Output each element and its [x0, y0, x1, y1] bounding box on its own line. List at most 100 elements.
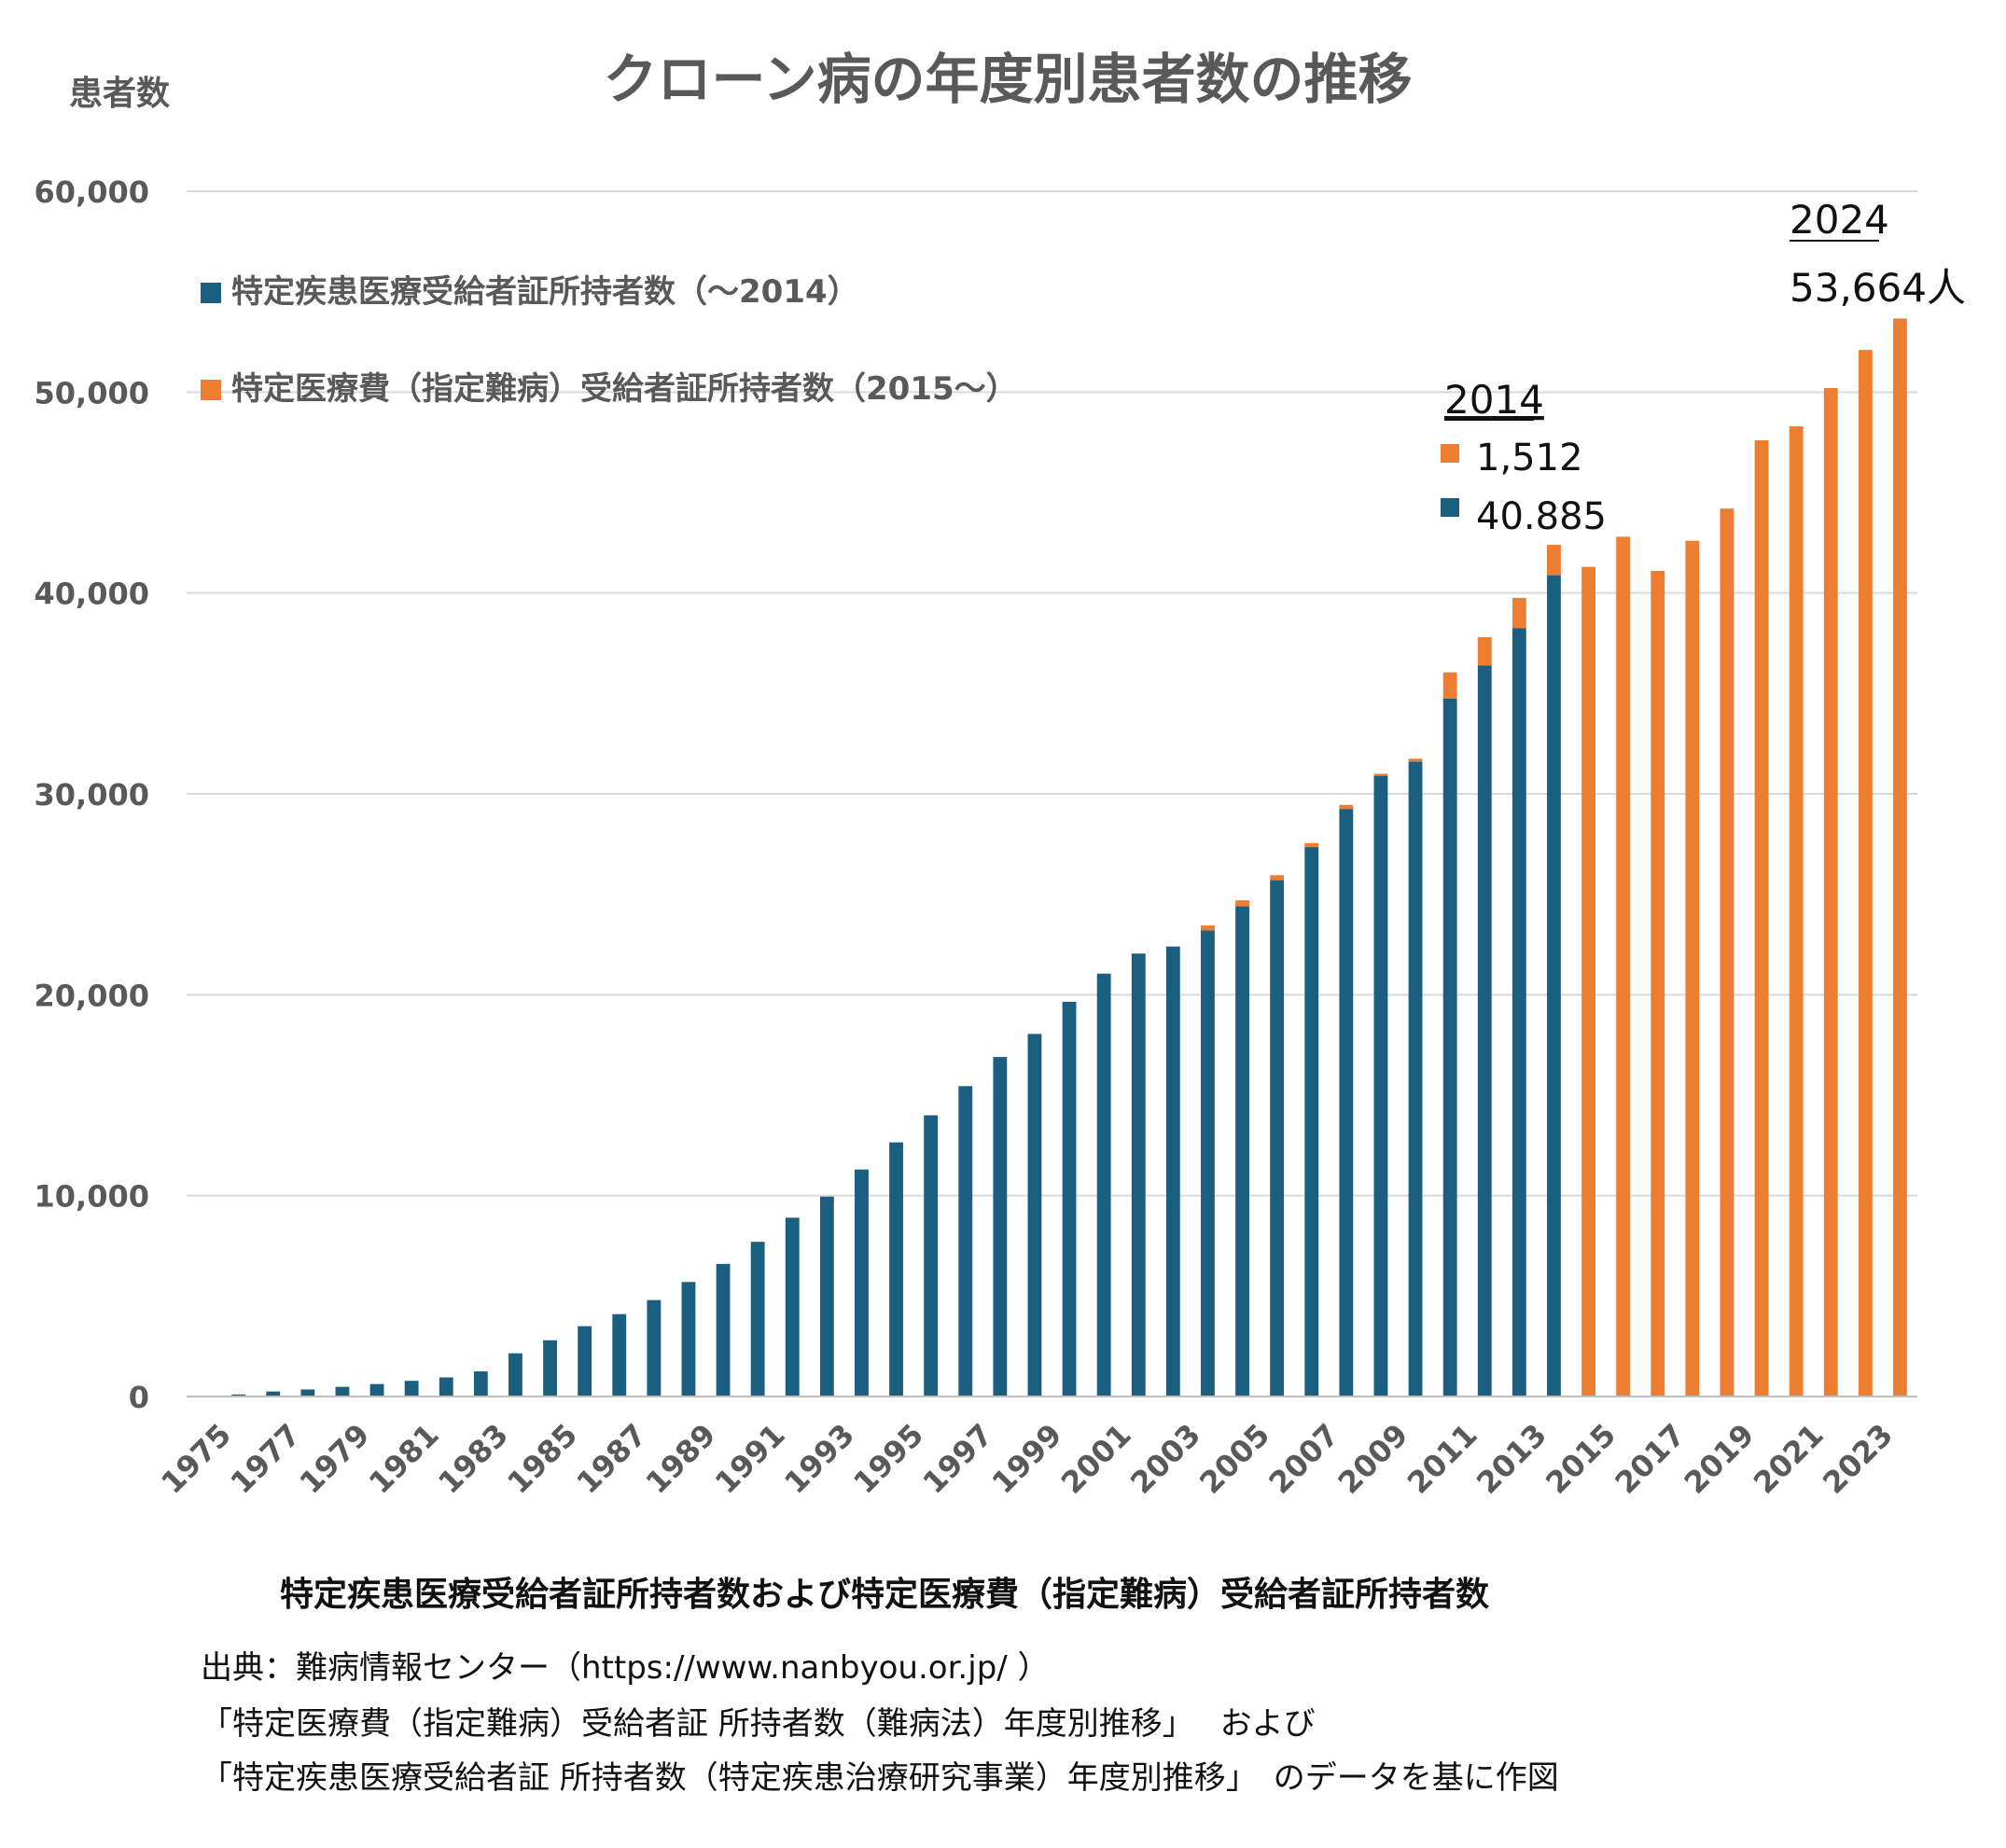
- bar-blue-2008: [1339, 809, 1354, 1396]
- bar-blue-2003: [1165, 946, 1180, 1396]
- bar-blue-2005: [1235, 906, 1249, 1396]
- x-tick-label: 1997: [916, 1417, 1000, 1501]
- bar-orange-2018: [1685, 540, 1700, 1396]
- y-tick-label: 30,000: [35, 777, 149, 813]
- bar-blue-2000: [1062, 1001, 1077, 1396]
- annotation-2024-year: 2024: [1790, 197, 1889, 243]
- y-tick-labels: 0 10,000 20,000 30,000 40,000 50,000 60,000: [35, 174, 149, 1415]
- bar-blue-2009: [1373, 775, 1388, 1396]
- x-tick-label: 2011: [1400, 1417, 1484, 1501]
- legend-label-blue: 特定疾患医療受給者証所持者数（〜2014）: [231, 273, 859, 311]
- x-tick-label: 2019: [1678, 1417, 1762, 1501]
- x-tick-label: 2009: [1331, 1417, 1415, 1501]
- x-tick-label: 2007: [1262, 1417, 1346, 1501]
- bar-orange-2008: [1339, 804, 1354, 810]
- bar-blue-1991: [750, 1242, 765, 1396]
- bar-blue-2001: [1096, 973, 1111, 1396]
- bar-blue-1993: [819, 1196, 834, 1396]
- bar-orange-2022: [1823, 388, 1838, 1397]
- legend-swatch-orange: [201, 380, 221, 400]
- bar-blue-1976: [231, 1394, 246, 1396]
- bar-blue-1983: [473, 1371, 488, 1396]
- bar-blue-1988: [647, 1299, 662, 1396]
- bar-blue-2013: [1511, 628, 1526, 1396]
- bar-orange-2007: [1304, 842, 1319, 848]
- x-tick-label: 1983: [431, 1417, 515, 1501]
- annotation-2014-orange-swatch: [1441, 444, 1459, 463]
- y-tick-label: 0: [129, 1380, 149, 1415]
- bar-orange-2017: [1651, 570, 1665, 1396]
- x-tick-label: 1993: [777, 1417, 861, 1501]
- y-tick-label: 10,000: [35, 1179, 149, 1215]
- bar-blue-2011: [1442, 698, 1457, 1396]
- x-tick-label: 2005: [1192, 1417, 1276, 1501]
- annotation-2024-value: 53,664人: [1790, 265, 1966, 311]
- bar-blue-1979: [335, 1386, 350, 1396]
- bar-blue-1977: [266, 1391, 281, 1396]
- chart-title: クローン病の年度別患者数の推移: [603, 48, 1412, 111]
- annotation-2014-orange-value: 1,512: [1476, 437, 1583, 479]
- bar-orange-2011: [1442, 672, 1457, 699]
- bar-blue-1987: [612, 1313, 627, 1396]
- y-tick-label: 60,000: [35, 174, 149, 210]
- bar-blue-1996: [924, 1115, 939, 1396]
- x-tick-label: 1995: [846, 1417, 930, 1501]
- bar-blue-1995: [889, 1142, 903, 1396]
- bar-blue-1992: [785, 1217, 800, 1396]
- x-tick-label: 1999: [985, 1417, 1069, 1501]
- bar-orange-2019: [1720, 508, 1734, 1396]
- source-line-3: 「特定疾患医療受給者証 所持者数（特定疾患治療研究事業）年度別推移」 のデータを…: [201, 1759, 1559, 1797]
- bar-orange-2006: [1270, 875, 1285, 881]
- bar-blue-1978: [300, 1389, 315, 1396]
- bar-blue-2014: [1547, 575, 1561, 1396]
- bar-blue-2004: [1201, 930, 1215, 1396]
- bar-orange-2005: [1235, 900, 1249, 907]
- bar-orange-2010: [1408, 758, 1423, 762]
- bar-blue-1989: [681, 1282, 696, 1396]
- bar-blue-1997: [958, 1086, 973, 1396]
- bar-blue-1984: [508, 1353, 522, 1396]
- x-tick-label: 1981: [362, 1417, 446, 1501]
- y-axis-label: 患者数: [69, 75, 170, 113]
- bar-blue-2006: [1270, 880, 1285, 1396]
- source-line-1: 出典：難病情報センター（https://www.nanbyou.or.jp/ ）: [201, 1649, 1050, 1687]
- annotation-2014-year: 2014: [1444, 377, 1544, 423]
- source-line-2: 「特定医療費（指定難病）受給者証 所持者数（難病法）年度別推移」 および: [201, 1705, 1316, 1743]
- bar-blue-2007: [1304, 847, 1319, 1396]
- bar-blue-2012: [1477, 665, 1492, 1396]
- bar-blue-1998: [993, 1057, 1008, 1396]
- bar-orange-2004: [1201, 925, 1215, 931]
- bar-orange-2014: [1547, 545, 1561, 576]
- bar-orange-2023: [1858, 350, 1873, 1397]
- bar-orange-2024: [1893, 318, 1907, 1397]
- x-tick-label: 2013: [1470, 1417, 1553, 1501]
- bar-orange-2016: [1616, 536, 1631, 1396]
- bar-blue-1994: [855, 1169, 869, 1396]
- legend-swatch-blue: [201, 283, 221, 303]
- x-tick-label: 1989: [639, 1417, 723, 1501]
- annotation-2014-blue-swatch: [1441, 498, 1459, 517]
- annotation-2014-blue-value: 40.885: [1476, 495, 1607, 538]
- bar-blue-1999: [1027, 1034, 1042, 1396]
- x-tick-labels: 1975197719791981198319851987198919911993…: [154, 1417, 1900, 1501]
- x-tick-label: 2017: [1609, 1417, 1693, 1501]
- x-tick-label: 1991: [708, 1417, 792, 1501]
- x-tick-label: 1977: [224, 1417, 308, 1501]
- x-tick-label: 1987: [570, 1417, 654, 1501]
- chart-caption: 特定疾患医療受給者証所持者数および特定医療費（指定難病）受給者証所持者数: [280, 1576, 1490, 1614]
- bar-orange-2021: [1789, 425, 1804, 1397]
- bar-blue-1982: [439, 1377, 453, 1396]
- bar-blue-1990: [716, 1263, 731, 1396]
- bar-orange-2015: [1581, 566, 1595, 1396]
- x-tick-label: 2015: [1539, 1417, 1623, 1501]
- x-tick-label: 1979: [293, 1417, 377, 1501]
- bar-orange-2020: [1754, 440, 1769, 1397]
- y-tick-label: 40,000: [35, 577, 149, 612]
- bar-blue-2010: [1408, 761, 1423, 1396]
- x-tick-label: 2003: [1123, 1417, 1207, 1501]
- y-tick-label: 20,000: [35, 978, 149, 1013]
- x-tick-label: 2001: [1054, 1417, 1138, 1501]
- x-tick-label: 1975: [154, 1417, 238, 1501]
- chart: クローン病の年度別患者数の推移 患者数 0 10,000 20,000 30,000 4…: [35, 48, 1966, 1501]
- legend-label-orange: 特定医療費（指定難病）受給者証所持者数（2015〜）: [231, 370, 1018, 408]
